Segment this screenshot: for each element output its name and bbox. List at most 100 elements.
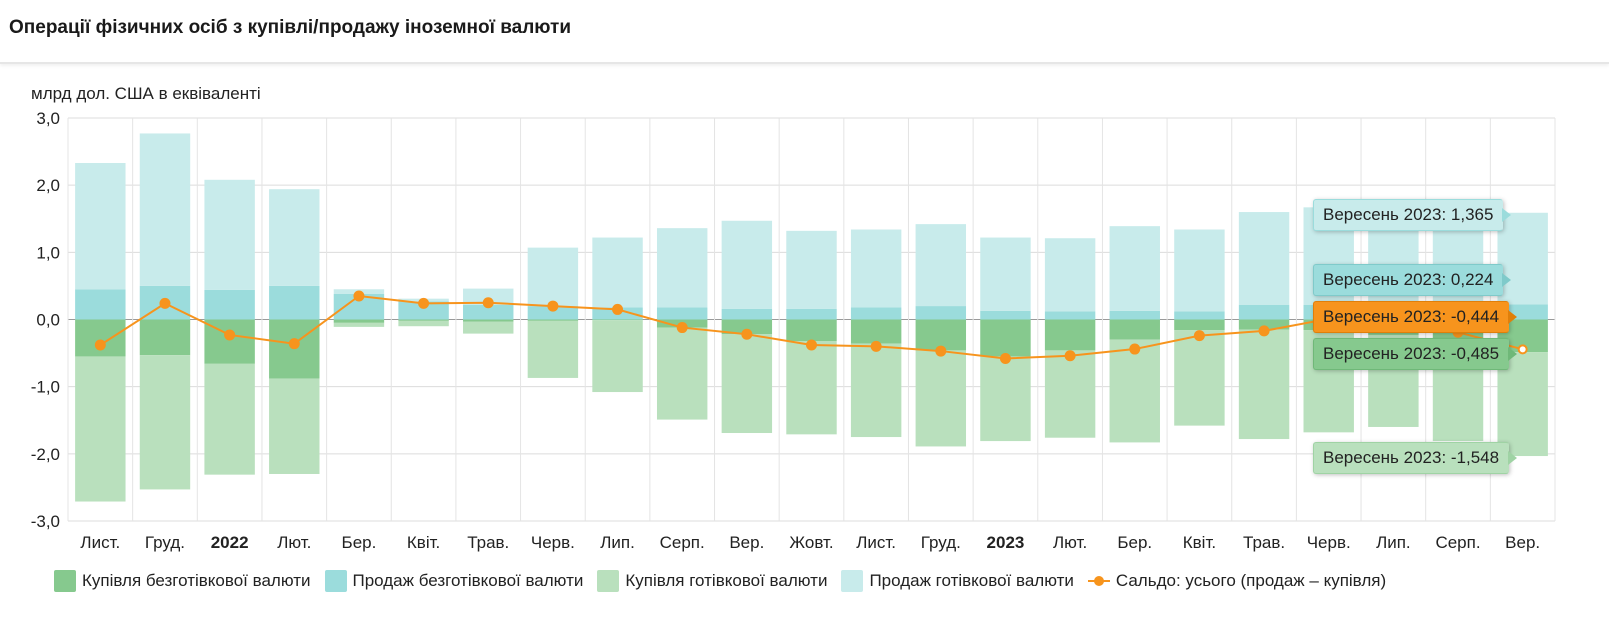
x-tick-label: Черв.	[531, 533, 575, 552]
x-tick-label: Трав.	[1243, 533, 1285, 552]
bar-segment	[1238, 319, 1290, 330]
x-tick-label: Лист.	[80, 533, 120, 552]
bar-segment	[1044, 319, 1096, 351]
bar-segment	[463, 319, 514, 322]
bar-segment	[204, 289, 255, 320]
balance-point	[482, 297, 494, 309]
bar-segment	[333, 322, 385, 327]
x-tick-label: Жовт.	[789, 533, 833, 552]
x-tick-label: Бер.	[1117, 533, 1152, 552]
bar-segment	[204, 179, 255, 290]
x-tick-label: Бер.	[342, 533, 377, 552]
x-tick-label: Квіт.	[1183, 533, 1216, 552]
bar-segment	[139, 355, 191, 490]
balance-point	[741, 328, 753, 340]
bar-segment	[527, 247, 579, 307]
balance-point	[612, 303, 624, 315]
bar-segment	[915, 319, 967, 351]
bar-segment	[398, 301, 449, 320]
bar-segment	[1174, 311, 1225, 320]
bar-segment	[656, 327, 708, 420]
bar-segment	[139, 319, 191, 356]
balance-point	[935, 345, 947, 357]
legend-item-cash-sell[interactable]: Продаж готівкової валюти	[841, 570, 1074, 592]
bar-segment	[721, 308, 773, 320]
bar-segment	[463, 321, 514, 334]
x-tick-label: 2023	[987, 533, 1025, 552]
bar-segment	[786, 308, 837, 320]
bar-segment	[269, 378, 320, 474]
x-tick-label: 2022	[211, 533, 249, 552]
x-tick-label: Груд.	[145, 533, 185, 552]
balance-point	[224, 329, 236, 341]
balance-point	[1064, 350, 1076, 362]
x-tick-label: Лют.	[277, 533, 311, 552]
tooltip-cash-buy: Вересень 2023: -1,548	[1313, 442, 1518, 474]
bar-segment	[656, 307, 708, 320]
tooltip-noncash-sell: Вересень 2023: 0,224	[1313, 264, 1512, 296]
bar-segment	[1109, 310, 1160, 320]
bar-segment	[1238, 304, 1290, 320]
bar-segment	[592, 320, 643, 393]
x-tick-label: Лип.	[600, 533, 635, 552]
chart-title: Операції фізичних осіб з купівлі/продажу…	[9, 17, 572, 38]
bar-segment	[269, 285, 320, 320]
tooltip-balance: Вересень 2023: -0,444	[1313, 301, 1518, 333]
balance-point	[1517, 344, 1528, 355]
bar-segment	[1109, 319, 1160, 340]
bar-segment	[1238, 212, 1290, 305]
bar-segment	[915, 224, 967, 307]
legend-item-cash-buy[interactable]: Купівля готівкової валюти	[597, 570, 827, 592]
chart-legend: Купівля безготівкової валюти Продаж безг…	[54, 570, 1400, 592]
bar-segment	[139, 133, 191, 286]
bar-segment	[980, 237, 1031, 311]
bar-segment	[75, 289, 126, 320]
bar-segment	[592, 237, 643, 308]
bar-segment	[204, 363, 255, 475]
balance-point	[1258, 325, 1270, 337]
bar-segment	[1109, 339, 1160, 443]
balance-point	[676, 322, 688, 334]
balance-point	[94, 339, 106, 351]
y-tick-label: 0,0	[36, 311, 60, 330]
legend-label-noncash-buy: Купівля безготівкової валюти	[82, 571, 311, 590]
tooltip-cash-sell: Вересень 2023: 1,365	[1313, 199, 1512, 231]
bar-segment	[592, 319, 643, 321]
bar-segment	[721, 334, 773, 434]
bar-segment	[850, 343, 902, 438]
bar-segment	[1238, 329, 1290, 440]
legend-label-noncash-sell: Продаж безготівкової валюти	[352, 571, 584, 590]
bar-segment	[398, 319, 449, 321]
legend-item-noncash-sell[interactable]: Продаж безготівкової валюти	[324, 570, 584, 592]
bar-segment	[980, 356, 1031, 442]
bar-segment	[786, 319, 837, 341]
bar-segment	[1174, 330, 1225, 426]
bar-segment	[527, 320, 579, 378]
x-tick-label: Груд.	[921, 533, 961, 552]
bar-segment	[786, 340, 837, 435]
legend-swatch-noncash-buy	[54, 570, 76, 592]
legend-item-noncash-buy[interactable]: Купівля безготівкової валюти	[54, 570, 311, 592]
x-tick-label: Квіт.	[407, 533, 440, 552]
bar-segment	[1174, 319, 1225, 331]
legend-label-cash-buy: Купівля готівкової валюти	[625, 571, 828, 590]
x-tick-label: Трав.	[467, 533, 509, 552]
balance-point	[1129, 343, 1141, 355]
x-tick-label: Лип.	[1376, 533, 1411, 552]
bar-segment	[850, 319, 902, 344]
legend-swatch-noncash-sell	[324, 570, 347, 592]
bar-segment	[1044, 238, 1096, 312]
bar-segment	[75, 356, 126, 502]
bar-segment	[721, 220, 773, 309]
bar-segment	[463, 288, 514, 305]
legend-item-balance[interactable]: Сальдо: усього (продаж – купівля)	[1087, 570, 1386, 592]
x-tick-label: Серп.	[660, 533, 705, 552]
balance-point	[159, 297, 171, 309]
y-tick-label: 3,0	[36, 109, 60, 128]
balance-point	[999, 352, 1011, 364]
bar-segment	[915, 350, 967, 447]
x-tick-label: Вер.	[1505, 533, 1540, 552]
balance-point	[870, 340, 882, 352]
balance-point	[353, 290, 365, 302]
balance-point	[1193, 330, 1205, 342]
